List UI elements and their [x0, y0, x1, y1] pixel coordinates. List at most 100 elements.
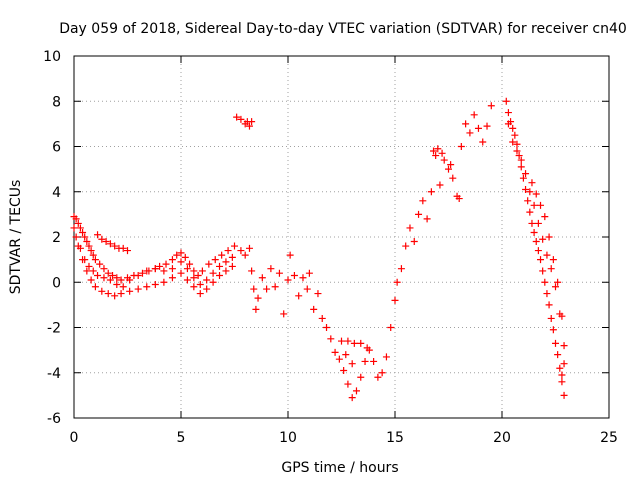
data-point [517, 156, 525, 164]
data-point [391, 296, 399, 304]
data-point [181, 253, 189, 261]
data-point [532, 190, 540, 198]
data-point [209, 278, 217, 286]
data-point [558, 312, 566, 320]
data-point [245, 122, 253, 130]
data-point [168, 256, 176, 264]
data-point [406, 224, 414, 232]
data-point [72, 215, 80, 223]
data-point [331, 348, 339, 356]
data-point [96, 260, 104, 268]
data-point [526, 208, 534, 216]
data-point [479, 138, 487, 146]
data-point [83, 238, 91, 246]
y-axis-label: SDTVAR / TECUs [8, 180, 24, 295]
data-point [76, 244, 84, 252]
data-point [299, 274, 307, 282]
data-point [275, 269, 283, 277]
y-tick-label: -4 [47, 366, 61, 382]
data-point [98, 287, 106, 295]
data-point [410, 238, 418, 246]
data-point [168, 274, 176, 282]
data-point [100, 274, 108, 282]
data-point [117, 276, 125, 284]
data-point [222, 267, 230, 275]
data-point [554, 278, 562, 286]
data-point [338, 337, 345, 345]
data-point [397, 265, 405, 273]
data-point [340, 366, 348, 374]
data-point [549, 256, 557, 264]
data-point [79, 228, 87, 236]
data-point [138, 269, 146, 277]
data-point [545, 301, 553, 309]
data-point [233, 113, 241, 121]
data-point [143, 267, 151, 275]
data-point [295, 292, 303, 300]
data-point [434, 145, 442, 153]
data-point [100, 265, 108, 273]
data-point [231, 242, 238, 250]
data-point [104, 269, 112, 277]
data-point [198, 267, 206, 275]
data-point [534, 247, 542, 255]
data-point [511, 131, 519, 139]
data-point [271, 283, 279, 291]
data-point [560, 342, 568, 350]
data-point [348, 360, 356, 368]
data-point [280, 310, 288, 318]
data-point [543, 290, 551, 298]
data-point [237, 115, 245, 123]
data-point [254, 294, 262, 302]
data-point [504, 109, 512, 117]
data-point [252, 305, 260, 313]
data-point [432, 152, 440, 160]
data-series [70, 97, 568, 402]
data-point [94, 271, 102, 279]
data-point [387, 324, 395, 331]
data-point [173, 251, 181, 259]
data-point [447, 161, 455, 169]
data-point [558, 371, 566, 379]
data-point [515, 152, 523, 160]
data-point [72, 233, 80, 241]
x-tick-label: 0 [70, 430, 79, 446]
data-point [455, 195, 463, 203]
data-point [91, 256, 99, 264]
data-point [111, 292, 119, 300]
y-tick-label: -2 [47, 321, 61, 337]
data-point [113, 281, 121, 289]
data-point [402, 242, 410, 250]
data-point [160, 278, 168, 286]
data-point [445, 165, 452, 173]
data-point [248, 267, 256, 275]
data-point [513, 140, 521, 148]
data-point [363, 344, 371, 352]
data-point [440, 156, 448, 164]
x-tick-label: 5 [177, 430, 186, 446]
data-point [466, 129, 474, 137]
data-point [222, 258, 230, 266]
data-point [350, 339, 358, 347]
y-tick-label: 2 [52, 230, 61, 246]
data-point [504, 120, 512, 128]
data-point [502, 97, 510, 105]
data-point [216, 271, 224, 279]
data-point [241, 251, 249, 259]
data-point [74, 219, 82, 227]
x-tick-label: 25 [600, 430, 618, 446]
data-point [196, 290, 204, 298]
data-point [228, 262, 236, 270]
data-point [126, 276, 134, 284]
data-point [528, 179, 536, 187]
data-point [323, 324, 331, 331]
data-point [470, 111, 478, 119]
data-point [427, 188, 435, 196]
data-point [190, 274, 198, 282]
data-point [305, 269, 313, 277]
data-point [534, 219, 542, 227]
data-point [248, 118, 256, 126]
data-point [113, 274, 121, 282]
data-point [537, 256, 545, 264]
